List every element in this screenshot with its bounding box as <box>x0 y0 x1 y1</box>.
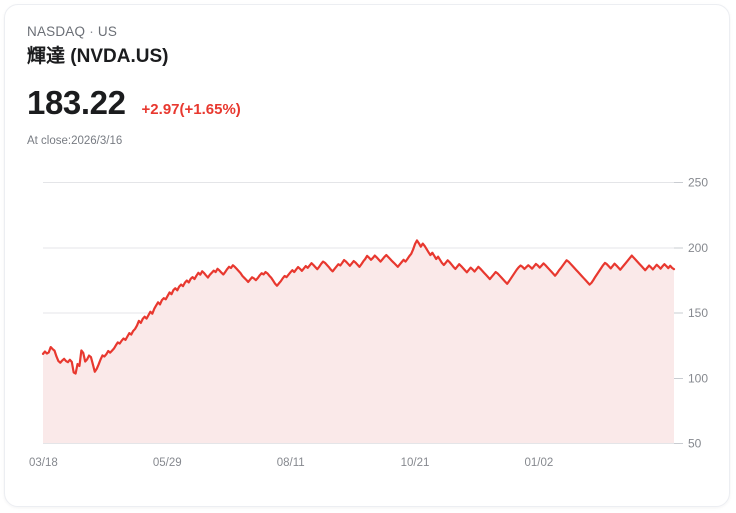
price-change: +2.97(+1.65%) <box>141 101 241 118</box>
price-area-fill <box>43 240 674 443</box>
y-axis-label: 200 <box>688 241 708 255</box>
last-price: 183.22 <box>27 84 126 121</box>
x-axis-label: 05/29 <box>153 457 182 469</box>
y-axis-label: 50 <box>688 437 702 451</box>
exchange-label: NASDAQ <box>27 24 86 39</box>
x-axis-label: 08/11 <box>277 457 305 469</box>
x-axis-label: 01/02 <box>524 457 553 469</box>
y-axis-label: 250 <box>688 176 708 190</box>
x-axis-label: 03/18 <box>29 457 58 469</box>
exchange-region-row: NASDAQ · US <box>27 23 667 41</box>
page-title: 輝達 (NVDA.US) <box>27 46 169 67</box>
region-label: US <box>97 24 118 39</box>
y-axis-label: 100 <box>688 371 708 385</box>
price-line <box>41 239 676 375</box>
stock-quote-card: NASDAQ · US 輝達 (NVDA.US) 183.22 +2.97(+1.6… <box>4 4 730 507</box>
price-row: 183.22 +2.97(+1.65%) <box>27 84 667 122</box>
separator-dot: · <box>89 24 94 39</box>
y-axis-label: 150 <box>688 306 708 320</box>
x-axis-label: 10/21 <box>401 457 430 469</box>
market-status-text: At close:2026/3/16 <box>27 135 123 147</box>
quote-header: NASDAQ · US 輝達 (NVDA.US) 183.22 +2.97(+1.6… <box>27 23 667 149</box>
